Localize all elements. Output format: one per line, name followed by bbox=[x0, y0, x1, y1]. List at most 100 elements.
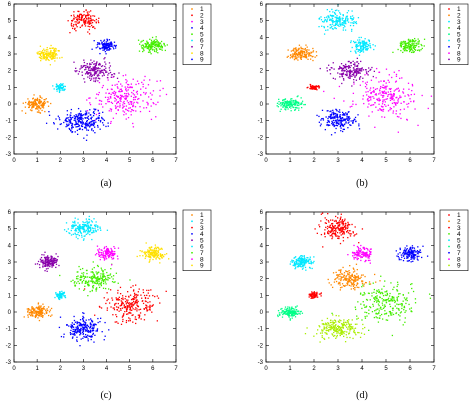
scatter-point bbox=[108, 72, 110, 75]
scatter-point bbox=[70, 280, 72, 283]
scatter-point bbox=[99, 62, 101, 65]
scatter-point bbox=[27, 98, 29, 100]
scatter-point bbox=[342, 224, 344, 226]
scatter-point bbox=[96, 225, 99, 227]
scatter-point bbox=[55, 266, 57, 269]
scatter-point bbox=[340, 216, 342, 218]
scatter-point bbox=[91, 238, 93, 241]
scatter-point bbox=[334, 16, 336, 18]
scatter-point bbox=[351, 273, 353, 275]
scatter-point bbox=[353, 74, 355, 77]
scatter-point bbox=[83, 18, 85, 21]
scatter-point bbox=[84, 73, 87, 75]
scatter-point bbox=[353, 17, 355, 19]
scatter-point bbox=[105, 103, 107, 105]
scatter-point bbox=[111, 250, 113, 252]
scatter-point bbox=[158, 257, 160, 259]
scatter-point bbox=[88, 227, 90, 229]
scatter-point bbox=[127, 95, 129, 98]
scatter-point bbox=[325, 222, 327, 224]
scatter-point bbox=[52, 52, 55, 54]
scatter-point bbox=[158, 43, 160, 46]
scatter-point bbox=[123, 305, 125, 307]
scatter-point bbox=[335, 219, 337, 222]
scatter-point bbox=[86, 134, 88, 136]
scatter-point bbox=[58, 297, 60, 299]
scatter-point bbox=[96, 273, 98, 275]
scatter-point bbox=[46, 256, 49, 258]
scatter-point bbox=[48, 311, 51, 313]
scatter-point bbox=[99, 254, 101, 256]
scatter-point bbox=[146, 101, 148, 104]
scatter-point bbox=[57, 128, 59, 130]
series-2 bbox=[67, 9, 100, 35]
scatter-point bbox=[92, 332, 95, 335]
scatter-point bbox=[328, 16, 330, 19]
scatter-point bbox=[391, 102, 394, 105]
scatter-point bbox=[347, 65, 349, 68]
scatter-point bbox=[367, 74, 369, 76]
scatter-point bbox=[134, 316, 137, 318]
scatter-point bbox=[88, 69, 90, 72]
scatter-point bbox=[106, 275, 109, 277]
scatter-point bbox=[330, 19, 332, 21]
scatter-point bbox=[88, 11, 90, 13]
scatter-point bbox=[341, 222, 343, 225]
scatter-point bbox=[106, 279, 108, 281]
scatter-point bbox=[54, 55, 57, 57]
scatter-point bbox=[85, 221, 87, 224]
scatter-point bbox=[301, 55, 303, 57]
scatter-point bbox=[343, 20, 345, 23]
scatter-point bbox=[63, 88, 65, 90]
scatter-point bbox=[98, 280, 100, 283]
scatter-point bbox=[376, 88, 378, 90]
scatter-point bbox=[335, 108, 337, 110]
scatter-point bbox=[152, 250, 154, 252]
scatter-point bbox=[71, 126, 73, 128]
scatter-point bbox=[81, 74, 83, 76]
scatter-point bbox=[380, 85, 382, 88]
scatter-point bbox=[329, 231, 331, 233]
scatter-point bbox=[99, 72, 102, 74]
scatter-point bbox=[78, 125, 80, 128]
scatter-point bbox=[41, 261, 43, 264]
scatter-point bbox=[34, 103, 37, 105]
scatter-point bbox=[91, 335, 93, 337]
scatter-point bbox=[284, 98, 287, 100]
scatter-point bbox=[81, 115, 83, 117]
scatter-point bbox=[143, 294, 146, 297]
scatter-point bbox=[47, 314, 50, 317]
scatter-point bbox=[81, 25, 83, 27]
scatter-point bbox=[85, 233, 87, 235]
scatter-point bbox=[95, 76, 97, 79]
scatter-point bbox=[142, 291, 145, 294]
scatter-point bbox=[90, 318, 92, 320]
scatter-point bbox=[382, 91, 385, 93]
scatter-point bbox=[45, 311, 47, 313]
scatter-point bbox=[292, 103, 295, 105]
scatter-point bbox=[333, 124, 335, 126]
scatter-point bbox=[315, 85, 317, 87]
scatter-point bbox=[74, 27, 76, 30]
scatter-point bbox=[85, 319, 87, 321]
scatter-point bbox=[98, 112, 100, 115]
scatter-point bbox=[87, 17, 90, 19]
scatter-point bbox=[80, 323, 82, 325]
scatter-point bbox=[150, 98, 152, 101]
scatter-point bbox=[291, 55, 294, 58]
scatter-point bbox=[350, 281, 352, 283]
scatter-point bbox=[59, 123, 61, 126]
scatter-point bbox=[286, 102, 288, 104]
scatter-point bbox=[39, 50, 41, 53]
scatter-point bbox=[102, 69, 104, 71]
scatter-point bbox=[139, 250, 141, 252]
scatter-point bbox=[61, 89, 63, 91]
scatter-point bbox=[90, 224, 92, 227]
scatter-point bbox=[367, 43, 369, 46]
scatter-point bbox=[112, 307, 114, 309]
scatter-point bbox=[112, 278, 114, 280]
scatter-point bbox=[338, 237, 340, 240]
scatter-point bbox=[337, 235, 339, 237]
scatter-point bbox=[72, 336, 74, 338]
